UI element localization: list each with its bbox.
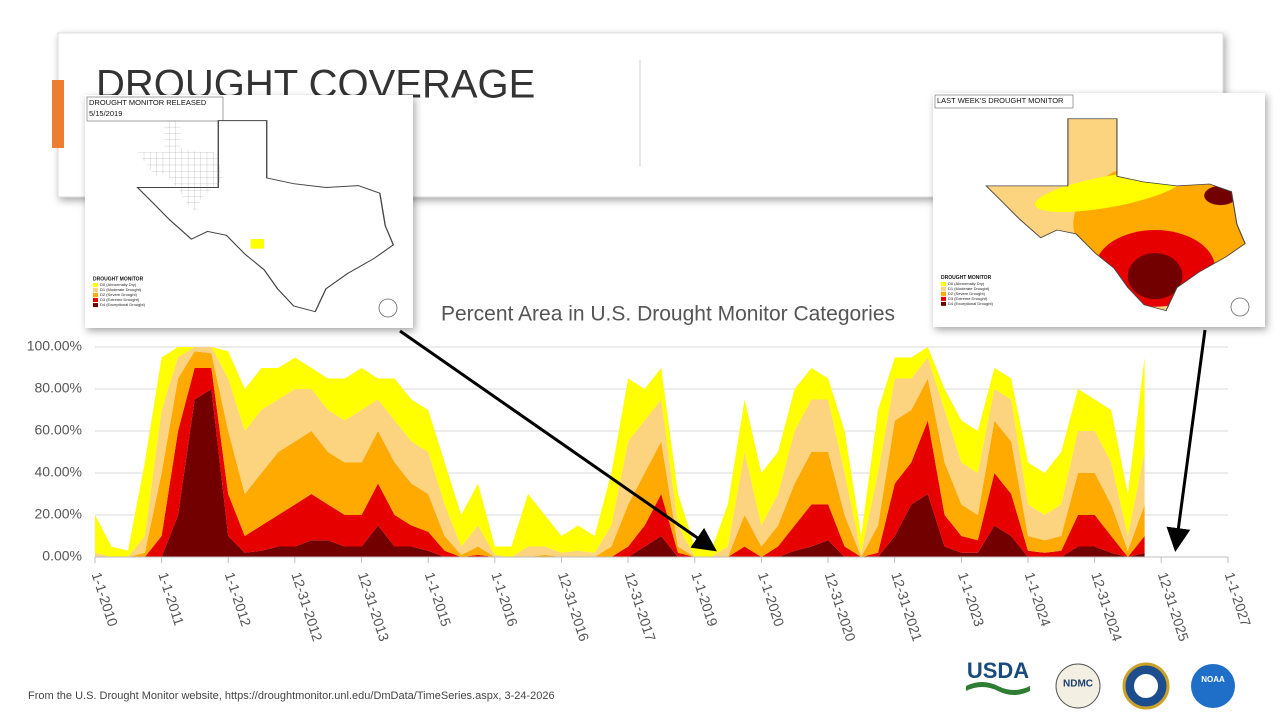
map-legend-swatch: [93, 293, 98, 298]
x-tick-label: 12-31-2024: [1088, 570, 1125, 643]
map-legend-label: D0 (Abnormally Dry): [948, 281, 985, 286]
map-legend-swatch: [93, 288, 98, 293]
accent-bar: [52, 80, 64, 148]
d4-zone: [1127, 253, 1183, 300]
map-logo: [1230, 297, 1250, 317]
map-legend-label: D1 (Moderate Drought): [100, 287, 142, 292]
map-legend-label: D3 (Extreme Drought): [100, 297, 140, 302]
map-date: 5/15/2019: [89, 109, 122, 118]
x-tick-label: 12-31-2020: [822, 570, 859, 643]
x-tick-label: 1-1-2016: [488, 570, 521, 628]
map-legend-swatch: [941, 286, 946, 291]
logo-seal-center: [1134, 674, 1158, 698]
map-title: LAST WEEK'S DROUGHT MONITOR: [937, 96, 1064, 105]
map-legend-label: D4 (Exceptional Drought): [948, 301, 994, 306]
logo-noaa: NOAA: [1201, 675, 1225, 684]
chart: Percent Area in U.S. Drought Monitor Cat…: [27, 303, 1255, 644]
map-legend-swatch: [941, 296, 946, 301]
drought-map: LAST WEEK'S DROUGHT MONITOR DROUGHT MONIT…: [933, 93, 1265, 327]
footer: From the U.S. Drought Monitor website, h…: [28, 690, 555, 702]
x-tick-label: 12-31-2012: [288, 570, 325, 643]
logo-noaa-ring: [1191, 664, 1235, 708]
y-tick-label: 100.00%: [27, 338, 82, 354]
area: [95, 389, 1145, 557]
map-legend-swatch: [941, 291, 946, 296]
map-legend-label: D2 (Severe Drought): [948, 291, 986, 296]
map-legend-title: DROUGHT MONITOR: [93, 276, 144, 282]
map-title-box: [86, 96, 224, 122]
x-tick-label: 1-1-2020: [755, 570, 788, 628]
area: [95, 347, 1145, 557]
x-tick-label: 12-31-2013: [355, 570, 392, 643]
y-tick-label: 80.00%: [35, 380, 82, 396]
logos: USDA NDMC NOAA: [966, 658, 1235, 710]
map-legend-swatch: [93, 298, 98, 303]
drought-map: DROUGHT MONITOR RELEASED 5/15/2019 DROUGHT…: [85, 95, 413, 328]
arrow: [399, 329, 717, 552]
x-tick-label: 1-1-2023: [955, 570, 988, 628]
area: [95, 351, 1145, 557]
logo-swoosh: [966, 682, 1030, 695]
x-tick-label: 1-1-2019: [688, 570, 721, 628]
map-legend-swatch: [941, 281, 946, 286]
map-legend-swatch: [93, 303, 98, 308]
map-legend-label: D4 (Exceptional Drought): [100, 302, 146, 307]
arrow: [1166, 329, 1207, 552]
logo-usda: USDA: [967, 658, 1029, 683]
map-legend-label: D0 (Abnormally Dry): [100, 282, 137, 287]
x-tick-label: 1-1-2024: [1022, 570, 1055, 628]
map-legend-swatch: [93, 283, 98, 288]
x-tick-label: 12-31-2016: [555, 570, 592, 643]
map-logo: [378, 298, 398, 318]
map-legend-label: D1 (Moderate Drought): [948, 286, 990, 291]
area: [95, 347, 1145, 557]
chart-title: Percent Area in U.S. Drought Monitor Cat…: [441, 303, 895, 326]
x-tick-label: 1-1-2027: [1222, 570, 1255, 628]
x-tick-label: 12-31-2021: [888, 570, 925, 643]
y-tick-label: 20.00%: [35, 506, 82, 522]
y-tick-label: 0.00%: [42, 548, 82, 564]
x-tick-label: 1-1-2012: [222, 570, 255, 628]
map-legend-title: DROUGHT MONITOR: [941, 275, 992, 281]
logo-ndmc: NDMC: [1063, 679, 1093, 690]
x-tick-label: 1-1-2010: [89, 570, 122, 628]
x-tick-label: 12-31-2025: [1155, 570, 1192, 643]
y-tick-label: 40.00%: [35, 464, 82, 480]
x-tick-label: 1-1-2011: [155, 570, 187, 627]
map-legend-label: D3 (Extreme Drought): [948, 296, 988, 301]
logo-ndmc-ring: [1055, 663, 1101, 709]
y-tick-label: 60.00%: [35, 422, 82, 438]
x-tick-label: 12-31-2017: [622, 570, 659, 643]
map-title: DROUGHT MONITOR RELEASED: [89, 98, 207, 107]
map-title-box: [934, 94, 1074, 109]
x-tick-label: 1-1-2015: [422, 570, 455, 628]
area: [95, 368, 1145, 557]
dry-patch: [250, 239, 265, 249]
map-legend-label: D2 (Severe Drought): [100, 292, 138, 297]
map-legend-swatch: [941, 301, 946, 306]
